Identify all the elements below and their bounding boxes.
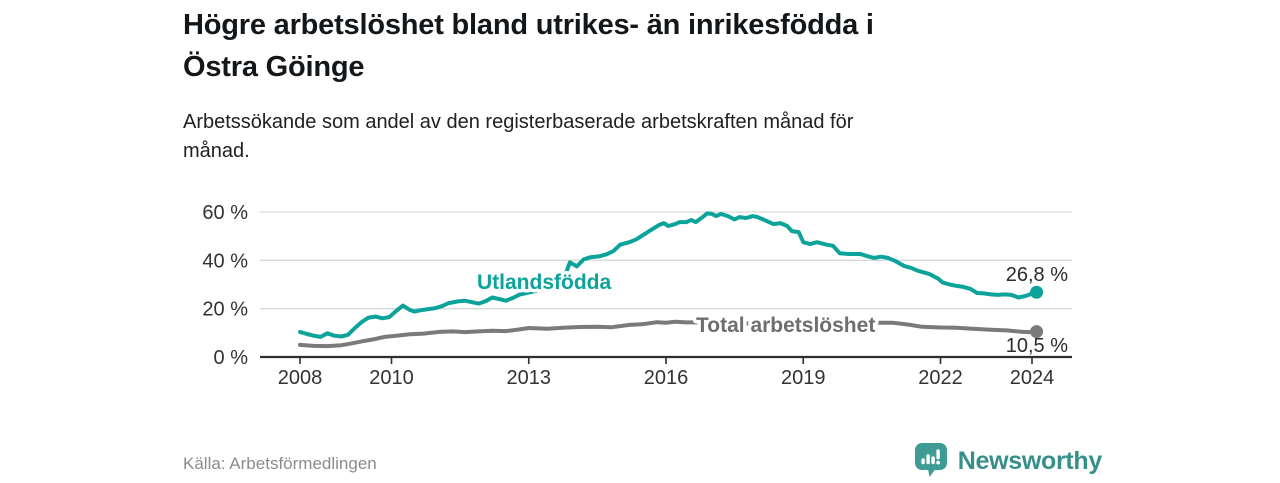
newsworthy-brand: Newsworthy — [913, 441, 1103, 483]
line-series-utlandsfodda — [298, 211, 1039, 339]
line-series-total — [298, 319, 1039, 349]
end-dot-utlandsfodda — [1030, 285, 1044, 299]
series-label-total: Total arbetslöshet — [696, 314, 875, 337]
end-dot-total — [1030, 325, 1044, 339]
chart-subtitle: Arbetssökande som andel av den registerb… — [183, 108, 1083, 166]
end-value-label-total: 10,5 % — [1006, 335, 1068, 357]
end-value-label-utlandsfodda: 26,8 % — [1006, 264, 1068, 286]
y-tick-label-20: 20 % — [202, 299, 248, 321]
chart-subtitle-line2: månad. — [183, 140, 250, 162]
x-tick-label-2022: 2022 — [918, 367, 963, 389]
bar-chart-speech-bubble-icon — [913, 441, 949, 483]
x-tick-label-2010: 2010 — [369, 367, 414, 389]
page-title: Högre arbetslöshet bland utrikes- än inr… — [183, 4, 1133, 88]
y-tick-label-60: 60 % — [202, 202, 248, 224]
y-tick-label-0: 0 % — [214, 347, 249, 369]
x-tick-label-2024: 2024 — [1010, 367, 1055, 389]
page-title-line1: Högre arbetslöshet bland utrikes- än inr… — [183, 9, 874, 41]
x-tick-label-2013: 2013 — [507, 367, 552, 389]
page-title-line2: Östra Göinge — [183, 51, 365, 83]
source-credit: Källa: Arbetsförmedlingen — [183, 454, 377, 473]
y-tick-label-40: 40 % — [202, 250, 248, 272]
x-tick-label-2016: 2016 — [644, 367, 689, 389]
chart-subtitle-line1: Arbetssökande som andel av den registerb… — [183, 111, 854, 133]
x-tick-label-2008: 2008 — [278, 367, 323, 389]
newsworthy-wordmark: Newsworthy — [957, 447, 1103, 475]
series-label-utlandsfodda: Utlandsfödda — [477, 271, 611, 294]
x-tick-label-2019: 2019 — [781, 367, 826, 389]
